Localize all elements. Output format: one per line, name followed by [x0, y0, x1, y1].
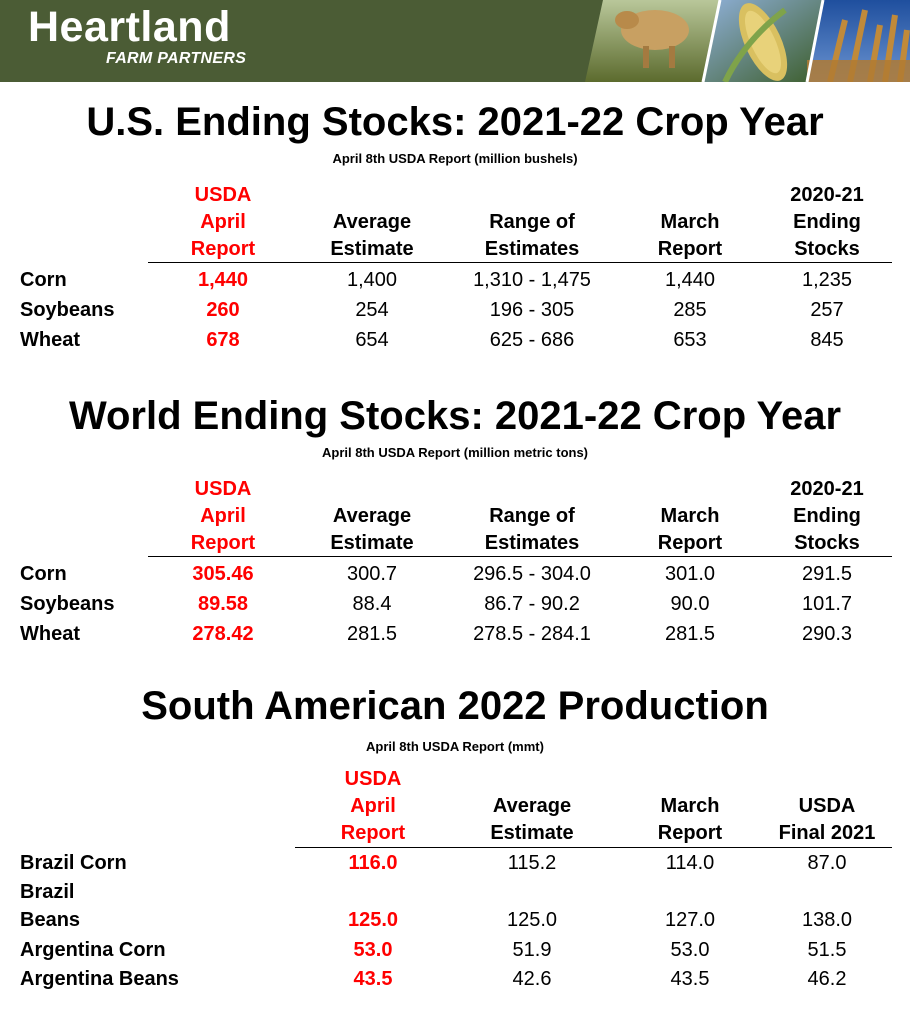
prior-value: 290.3 [801, 623, 853, 645]
average-value: 281.5 [346, 623, 398, 645]
row-label: Soybeans [20, 299, 115, 321]
sa-section-title: South American 2022 Production [141, 684, 769, 728]
usda-value: 1,440 [197, 269, 249, 291]
prior-value: 257 [810, 299, 844, 321]
row-label: Soybeans [20, 593, 115, 615]
final-value: 51.5 [807, 939, 847, 961]
world-header-rule [148, 556, 892, 557]
usda-value: 678 [206, 329, 240, 351]
march-value: 1,440 [664, 269, 716, 291]
brand-logo: Heartland [28, 3, 231, 51]
sa-header-final: USDA Final 2021 [778, 795, 876, 844]
march-value: 281.5 [664, 623, 716, 645]
world-header-average: Average Estimate [330, 505, 414, 554]
march-value: 43.5 [670, 968, 710, 990]
row-label: Argentina Corn [20, 939, 166, 961]
average-value: 125.0 [506, 909, 558, 931]
header-banner: Heartland FARM PARTNERS [0, 0, 910, 82]
usda-value: 116.0 [348, 852, 398, 874]
range-value: 296.5 - 304.0 [473, 563, 591, 585]
world-section-subtitle: April 8th USDA Report (million metric to… [321, 445, 589, 460]
final-value: 138.0 [801, 909, 853, 931]
row-label: Brazil Corn [20, 852, 127, 874]
usda-value: 260 [206, 299, 240, 321]
world-header-usda: USDA April Report [190, 478, 256, 554]
world-header-range: Range of Estimates [484, 505, 580, 554]
row-label: Corn [20, 269, 67, 291]
prior-value: 291.5 [801, 563, 853, 585]
range-value: 86.7 - 90.2 [484, 593, 580, 615]
us-header-rule [148, 262, 892, 263]
sa-header-march: March Report [657, 795, 723, 844]
world-header-march: March Report [657, 505, 723, 554]
range-value: 278.5 - 284.1 [473, 623, 591, 645]
sa-header-average: Average Estimate [490, 795, 574, 844]
usda-value: 125.0 [347, 909, 399, 931]
row-label: Corn [20, 563, 67, 585]
average-value: 88.4 [352, 593, 392, 615]
march-value: 90.0 [670, 593, 710, 615]
march-value: 653 [673, 329, 707, 351]
prior-value: 1,235 [801, 269, 853, 291]
usda-value: 89.58 [197, 593, 249, 615]
brand-tagline: FARM PARTNERS [106, 50, 247, 67]
average-value: 654 [355, 329, 389, 351]
average-value: 42.6 [512, 968, 552, 990]
row-label: Wheat [20, 623, 80, 645]
average-value: 1,400 [346, 269, 398, 291]
range-value: 1,310 - 1,475 [473, 269, 591, 291]
march-value: 127.0 [664, 909, 716, 931]
range-value: 196 - 305 [489, 299, 575, 321]
us-header-range: Range of Estimates [484, 211, 580, 260]
world-section-title: World Ending Stocks: 2021-22 Crop Year [68, 394, 842, 438]
row-label-line2: Beans [20, 909, 81, 931]
row-label: Wheat [20, 329, 80, 351]
average-value: 254 [355, 299, 389, 321]
usda-value: 43.5 [353, 968, 393, 990]
us-header-average: Average Estimate [330, 211, 414, 260]
march-value: 301.0 [664, 563, 716, 585]
usda-value: 278.42 [192, 623, 254, 645]
us-header-march: March Report [657, 211, 723, 260]
final-value: 87.0 [807, 852, 847, 874]
prior-value: 845 [810, 329, 844, 351]
usda-value: 53.0 [353, 939, 393, 961]
final-value: 46.2 [807, 968, 847, 990]
sa-header-rule [295, 847, 892, 848]
average-value: 300.7 [346, 563, 398, 585]
world-header-prior: 2020-21 Ending Stocks [790, 478, 864, 554]
sa-header-usda: USDA April Report [340, 768, 406, 844]
usda-value: 305.46 [192, 563, 254, 585]
us-section-subtitle: April 8th USDA Report (million bushels) [332, 151, 578, 166]
average-value: 115.2 [507, 852, 557, 874]
march-value: 114.0 [665, 852, 715, 874]
us-header-prior: 2020-21 Ending Stocks [790, 184, 864, 260]
row-label-line1: Brazil [20, 881, 75, 903]
row-label: Argentina Beans [20, 968, 179, 990]
march-value: 285 [673, 299, 707, 321]
range-value: 625 - 686 [489, 329, 575, 351]
farm-photos-image [585, 0, 910, 82]
sa-section-subtitle: April 8th USDA Report (mmt) [366, 739, 544, 754]
us-header-usda: USDA April Report [190, 184, 256, 260]
march-value: 53.0 [670, 939, 710, 961]
us-section-title: U.S. Ending Stocks: 2021-22 Crop Year [86, 100, 824, 144]
prior-value: 101.7 [801, 593, 853, 615]
average-value: 51.9 [512, 939, 552, 961]
